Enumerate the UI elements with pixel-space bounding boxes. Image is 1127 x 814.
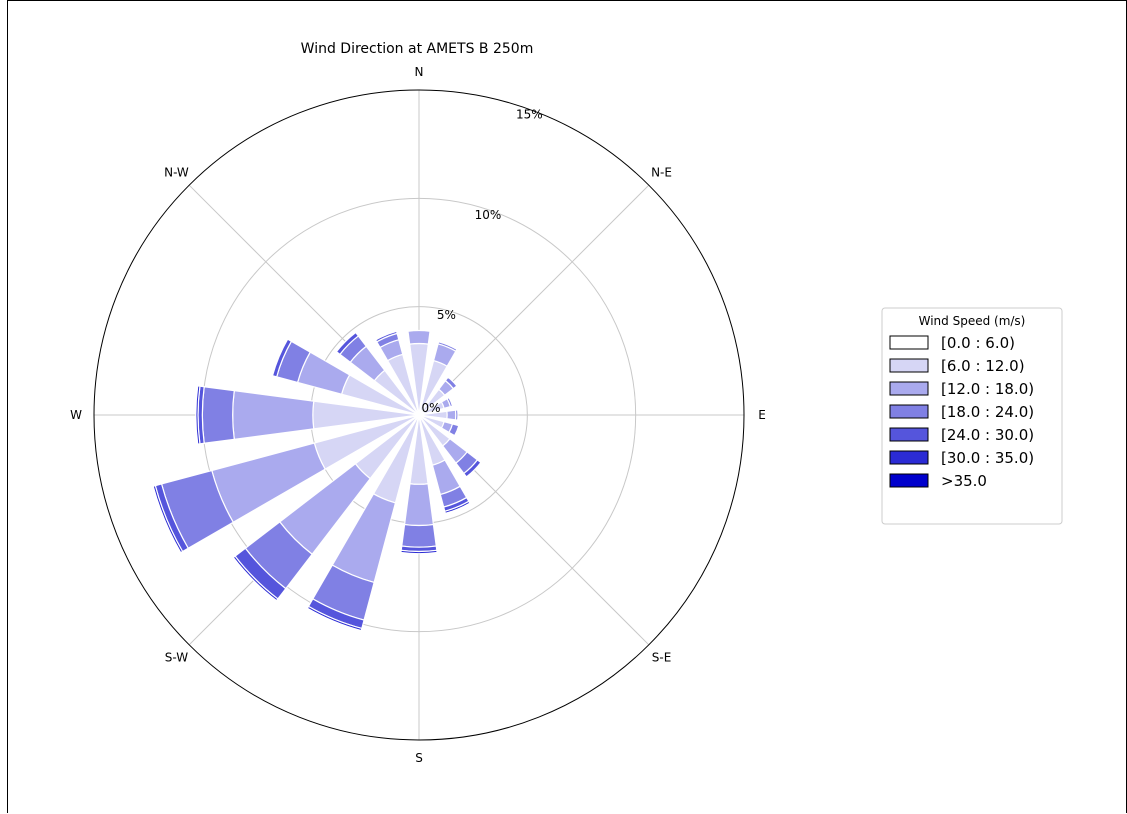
polar-labels: N N-E E S-E S S-W W N-W 0% 5% 10% 15% <box>70 65 766 765</box>
legend-swatch <box>889 473 929 488</box>
windrose-bar-segment <box>454 409 459 421</box>
windrose-bar-segment <box>201 386 235 444</box>
legend-swatch <box>889 404 929 419</box>
direction-label: E <box>758 408 766 422</box>
windrose-bar-segment <box>335 331 360 356</box>
radial-tick-label: 0% <box>421 401 440 415</box>
direction-label: N-E <box>651 165 672 179</box>
legend-entry-label: [12.0 : 18.0) <box>941 380 1034 398</box>
figure-frame: Wind Direction at AMETS B 250m N N-E E S-E S… <box>7 0 1127 813</box>
direction-label: N <box>415 65 424 79</box>
legend-entry-label: >35.0 <box>941 472 987 490</box>
windrose-bar-segment <box>407 329 431 345</box>
chart-title: Wind Direction at AMETS B 250m <box>301 41 534 57</box>
windrose-bars <box>152 329 482 632</box>
radial-tick-label: 5% <box>437 308 456 322</box>
windrose-bar-segment <box>152 484 184 554</box>
windrose-bar-segment <box>232 390 315 440</box>
legend-entry-label: [30.0 : 35.0) <box>941 449 1034 467</box>
windrose-bar-segment <box>195 385 201 445</box>
legend: Wind Speed (m/s) [0.0 : 6.0) [6.0 : 12.0)… <box>881 307 1063 525</box>
windrose-bar-segment <box>271 338 293 378</box>
legend-swatch <box>889 381 929 396</box>
legend-swatch <box>889 335 929 350</box>
legend-swatch <box>889 427 929 442</box>
direction-label: S-W <box>165 651 188 665</box>
legend-swatch <box>889 358 929 373</box>
legend-entry-label: [0.0 : 6.0) <box>941 334 1015 352</box>
grid-spoke <box>418 184 650 416</box>
windrose-bar-segment <box>232 555 279 602</box>
direction-label: W <box>70 408 82 422</box>
windrose-chart: Wind Direction at AMETS B 250m N N-E E S-E S… <box>70 41 1063 765</box>
legend-entry-label: [24.0 : 30.0) <box>941 426 1034 444</box>
direction-label: N-W <box>164 165 189 179</box>
windrose-bar-segment <box>444 500 471 515</box>
windrose-bar-segment <box>463 459 482 478</box>
windrose-bar-segment <box>437 341 458 353</box>
direction-label: S <box>415 751 423 765</box>
windrose-bar-segment <box>448 423 460 437</box>
windrose-bar-segment <box>444 376 458 390</box>
legend-entry-label: [6.0 : 12.0) <box>941 357 1025 375</box>
radial-tick-label: 10% <box>475 208 502 222</box>
windrose-bar-segment <box>446 396 454 408</box>
outer-circle <box>93 89 745 741</box>
legend-swatch <box>889 450 929 465</box>
windrose-bar-segment <box>401 523 437 548</box>
windrose-bar-segment <box>400 549 438 555</box>
windrose-bar-segment <box>446 409 457 421</box>
legend-title: Wind Speed (m/s) <box>919 314 1026 328</box>
windrose-bar-segment <box>403 483 435 527</box>
windrose-bar-segment <box>306 605 363 632</box>
radial-tick-label: 15% <box>516 108 543 122</box>
windrose-bar-segment <box>374 330 398 343</box>
direction-label: S-E <box>652 651 672 665</box>
legend-entry-label: [18.0 : 24.0) <box>941 403 1034 421</box>
